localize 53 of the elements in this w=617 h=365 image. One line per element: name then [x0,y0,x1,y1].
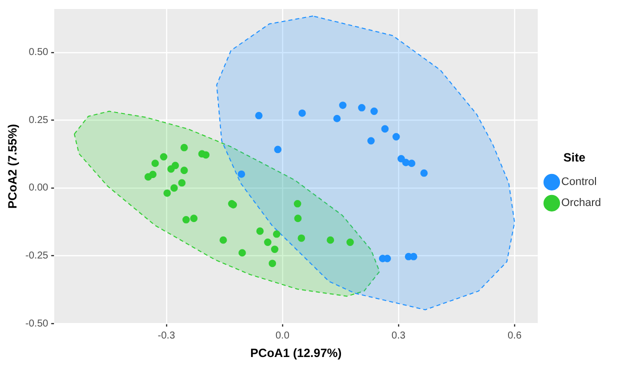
legend-label: Orchard [561,197,602,210]
point [178,179,186,187]
point [274,146,282,154]
point [170,184,178,192]
point [298,109,306,117]
x-tick-label: -0.3 [158,330,176,342]
point [294,214,302,222]
y-tick-label: 0.25 [28,114,49,126]
point [202,151,210,159]
x-tick-label: 0.3 [392,330,406,342]
point [294,200,302,208]
point [160,153,168,161]
point [420,169,428,177]
y-axis-title: PCoA2 (7.55%) [6,124,20,209]
point [180,166,188,174]
point [172,162,179,170]
y-tick-label: -0.25 [25,250,49,262]
legend-title: Site [563,150,586,165]
point [190,214,198,222]
point [298,234,306,242]
point [149,170,157,178]
point [326,236,334,244]
x-tick-label: 0.0 [275,330,290,342]
point [272,230,280,238]
point [238,249,246,257]
point [256,227,264,235]
y-tick-label: 0.00 [28,182,49,194]
point [398,155,405,162]
point [268,260,276,268]
point [346,238,354,246]
point [333,114,341,122]
legend-label: Control [561,176,597,188]
point [381,125,389,133]
point [367,137,375,145]
point [163,189,171,197]
point [370,108,378,115]
point [182,216,190,224]
point [180,144,188,152]
x-tick-label: 0.6 [508,330,522,342]
point [151,160,159,168]
x-axis-title: PCoA1 (12.97%) [250,346,342,360]
y-tick-label: 0.50 [28,47,49,58]
y-tick-label: -0.50 [25,318,49,330]
point [220,236,227,244]
point [255,112,263,120]
point [271,246,278,253]
point [392,133,400,140]
point [264,238,272,246]
point [408,160,416,168]
point [238,170,246,178]
point [358,104,366,112]
point [384,254,391,262]
point [339,102,346,109]
